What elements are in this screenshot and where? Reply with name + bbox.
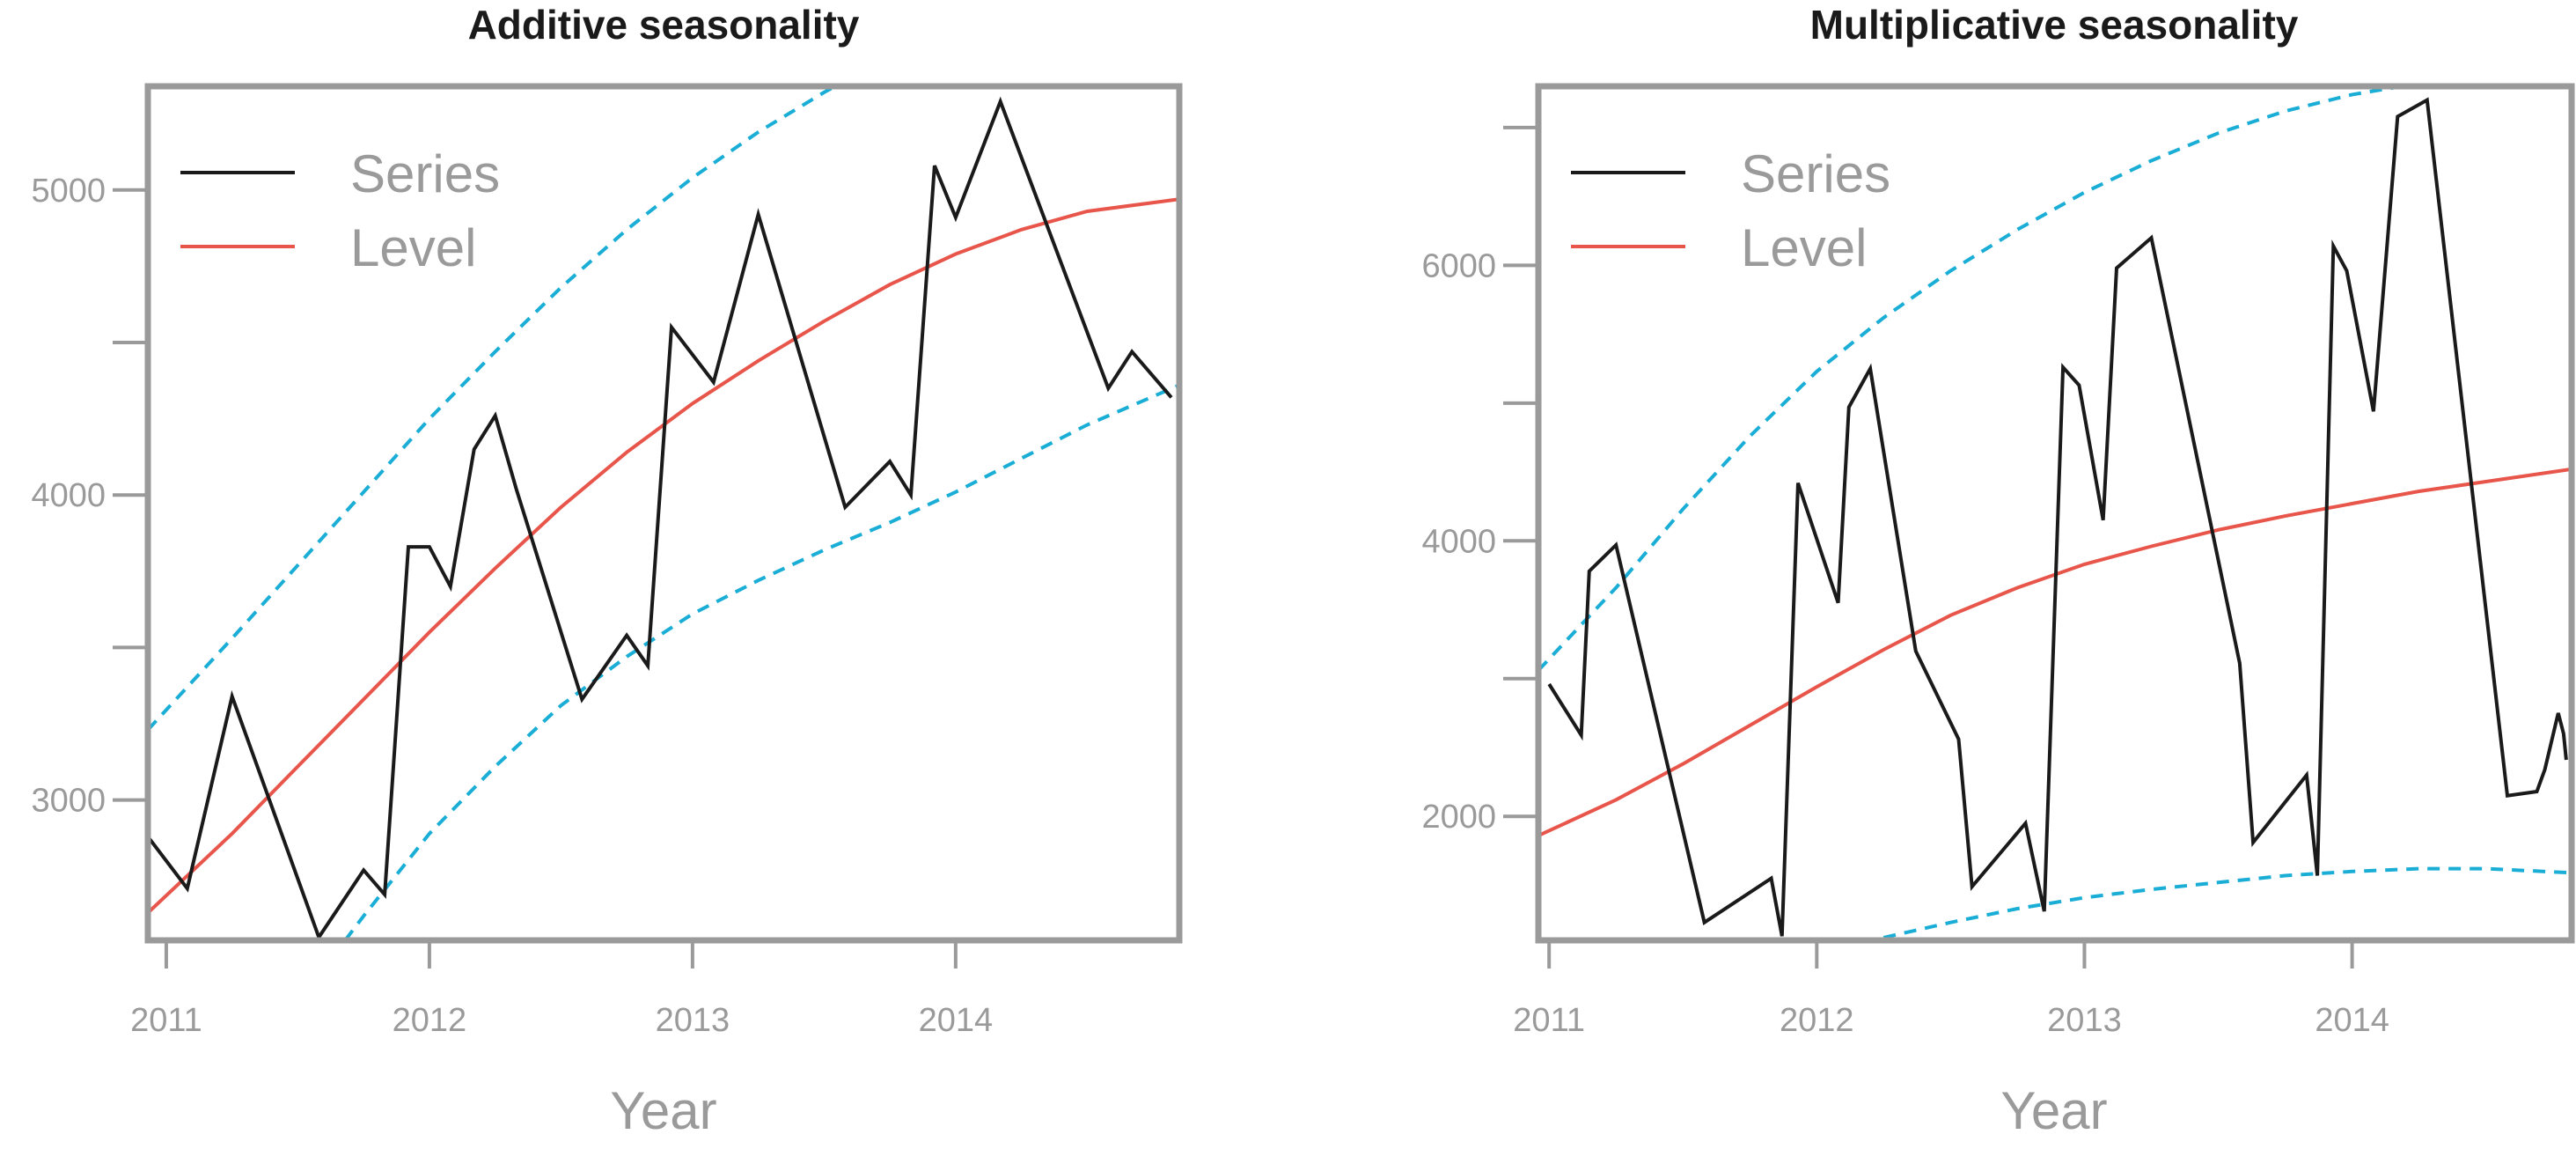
x-tick-label: 2012 bbox=[1780, 1002, 1854, 1039]
x-axis-label: Year bbox=[2000, 1081, 2107, 1140]
chart-panel-multiplicative: Multiplicative seasonality 2011 2012 2013 2… bbox=[1421, 2, 2575, 1140]
x-tick-label: 2011 bbox=[1513, 1002, 1585, 1039]
legend-label-level: Level bbox=[1741, 218, 1867, 277]
y-tick-label: 2000 bbox=[1421, 799, 1496, 836]
legend-label-series: Series bbox=[1741, 144, 1890, 203]
chart-title: Additive seasonality bbox=[468, 2, 860, 48]
y-tick-label: 5000 bbox=[31, 173, 106, 210]
y-tick-label: 4000 bbox=[31, 477, 106, 514]
y-tick-label: 6000 bbox=[1421, 247, 1496, 284]
x-tick-label: 2013 bbox=[656, 1002, 730, 1039]
axis-ticks: 2011 2012 2013 2014 3000 4000 5000 bbox=[31, 173, 993, 1039]
series-line-level bbox=[148, 197, 1179, 915]
legend: Series Level bbox=[1571, 144, 1890, 277]
series-line-level bbox=[1538, 467, 2572, 837]
series-line-lower-bound bbox=[343, 383, 1179, 940]
axis-ticks: 2011 2012 2013 2014 2000 4000 6000 bbox=[1421, 125, 2389, 1039]
series-line-upper-bound bbox=[1538, 86, 2414, 672]
chart-title: Multiplicative seasonality bbox=[1810, 2, 2299, 48]
x-tick-label: 2014 bbox=[2315, 1002, 2389, 1039]
plot-frame bbox=[1535, 83, 2575, 944]
y-tick-label: 4000 bbox=[1421, 523, 1496, 560]
plot-frame bbox=[144, 83, 1183, 944]
x-tick-label: 2012 bbox=[393, 1002, 467, 1039]
legend-label-series: Series bbox=[350, 144, 500, 203]
x-tick-label: 2011 bbox=[130, 1002, 202, 1039]
chart-panel-additive: Additive seasonality 2011 2012 2013 2014 300… bbox=[31, 2, 1183, 1140]
series-line-lower-bound bbox=[1882, 866, 2572, 939]
legend: Series Level bbox=[180, 144, 500, 277]
y-tick-label: 3000 bbox=[31, 783, 106, 820]
x-axis-label: Year bbox=[610, 1081, 716, 1140]
series-line-series bbox=[1547, 97, 2568, 937]
legend-label-level: Level bbox=[350, 218, 476, 277]
x-tick-label: 2014 bbox=[919, 1002, 994, 1039]
x-tick-label: 2013 bbox=[2047, 1002, 2122, 1039]
series-line-upper-bound bbox=[148, 86, 839, 732]
series-line-series bbox=[148, 96, 1173, 940]
